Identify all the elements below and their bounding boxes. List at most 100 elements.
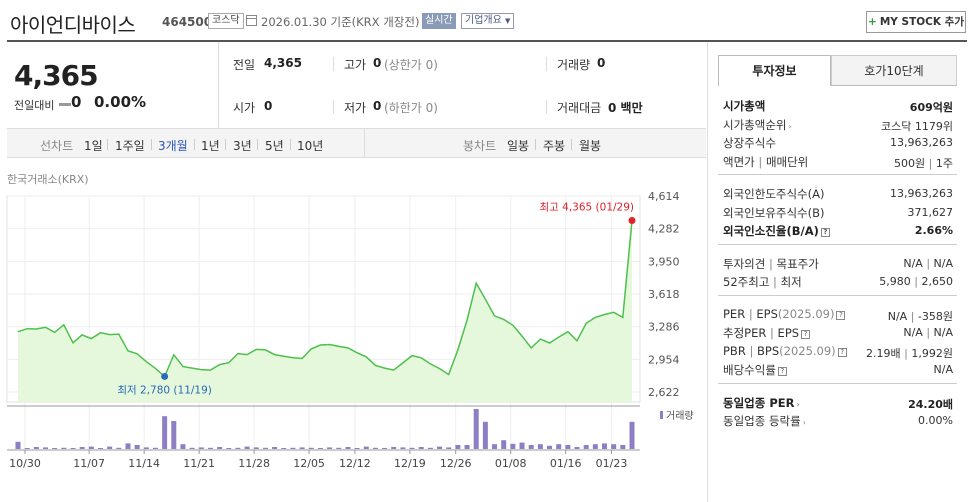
row-label: 투자의견 xyxy=(723,256,766,271)
period-1d[interactable]: 1일 xyxy=(84,139,103,153)
volume-bar xyxy=(88,446,94,449)
volume-bar xyxy=(427,447,433,449)
divider xyxy=(107,139,108,150)
volume-bar xyxy=(107,446,113,449)
row-period: (2025.09) xyxy=(777,306,835,321)
candle-monthly[interactable]: 월봉 xyxy=(579,139,602,153)
change-label: 전일대비 xyxy=(14,99,55,112)
volume-label: 거래량 xyxy=(557,58,591,72)
tab-order-book[interactable]: 호가10단계 xyxy=(831,55,957,86)
x-tick-label: 11/21 xyxy=(183,457,215,470)
row-label-group: 52주최고 | 최저 xyxy=(723,274,802,290)
low-label: 최저 2,780 (11/19) xyxy=(117,384,212,396)
row-label-group: 외국인소진율(B/A)? xyxy=(723,223,830,239)
investment-panel: 투자정보 호가10단계 시가총액 609억원 시가총액순위 › 코스닥 1179위 상장주… xyxy=(707,42,969,502)
volume-bar xyxy=(171,421,177,449)
row-label: 동일업종 PER xyxy=(723,395,795,410)
row-value-group: 609억원 xyxy=(910,99,953,115)
row-label-2: 목표주가 xyxy=(776,256,819,271)
header: 아이언디바이스 464500 코스닥 2026.01.30 기준(KRX 개장전… xyxy=(0,0,977,42)
row-label-group: PER | EPS(2025.09)? xyxy=(723,306,846,321)
row-value-group: 13,963,263 xyxy=(890,187,953,200)
volume-bar xyxy=(437,446,443,449)
period-5y[interactable]: 5년 xyxy=(265,139,284,153)
price-chart: 4,614 4,282 3,950 3,618 3,286 2,954 2,622 10/30… xyxy=(6,190,694,470)
candle-chart-label: 봉차트 xyxy=(463,139,497,153)
row-value: 13,963,263 xyxy=(890,187,953,200)
volume-bar xyxy=(574,447,580,449)
volume-bar xyxy=(611,444,617,449)
y-tick-label: 3,618 xyxy=(648,288,680,301)
volume-value: 0 xyxy=(597,56,606,70)
help-icon[interactable]: ? xyxy=(837,347,847,357)
add-my-stock-label: MY STOCK 추가 xyxy=(879,16,964,28)
candle-weekly[interactable]: 주봉 xyxy=(543,139,566,153)
company-info-button[interactable]: 기업개요 ▼ xyxy=(461,13,515,29)
volume-bar xyxy=(198,447,204,449)
divider xyxy=(257,139,258,150)
volume-bar xyxy=(391,447,397,449)
row-value-2: N/A xyxy=(933,256,953,270)
period-3m[interactable]: 3개월 xyxy=(158,139,188,153)
amount-value: 0 백만 xyxy=(608,101,643,115)
market-badge: 코스닥 xyxy=(208,13,244,29)
row-value-group: 0.00% xyxy=(918,414,953,427)
volume-bar xyxy=(455,445,461,449)
candle-daily[interactable]: 일봉 xyxy=(507,139,530,153)
row-label-group: 액면가 | 매매단위 xyxy=(723,154,808,170)
row-label: 액면가 xyxy=(723,154,755,169)
low-marker xyxy=(161,372,169,380)
row-value: 609억원 xyxy=(909,101,953,114)
x-tick-label: 12/19 xyxy=(394,457,426,470)
row-label-group: 배당수익률? xyxy=(723,362,787,378)
volume-bar xyxy=(180,444,186,449)
help-icon[interactable]: ? xyxy=(801,330,811,339)
volume-bar xyxy=(629,421,635,449)
row-value: 5,980 xyxy=(879,275,911,288)
divider xyxy=(546,57,547,71)
row-label: 시가총액 xyxy=(723,99,766,113)
volume-bar xyxy=(134,445,140,449)
calendar-icon xyxy=(246,15,257,26)
volume-bar xyxy=(418,447,424,449)
help-icon[interactable]: ? xyxy=(836,310,846,320)
volume-bar xyxy=(152,447,158,449)
price-area xyxy=(18,220,632,402)
volume-bar xyxy=(556,444,562,449)
period-1w[interactable]: 1주일 xyxy=(115,139,145,153)
row-value-2: N/A xyxy=(933,326,953,339)
separator: | xyxy=(922,256,934,270)
divider xyxy=(571,139,572,150)
row-value: N/A xyxy=(903,326,923,339)
row-value-group: 24.20배 xyxy=(908,396,953,412)
help-icon[interactable]: ? xyxy=(820,228,830,237)
volume-bar xyxy=(262,447,268,449)
period-10y[interactable]: 10년 xyxy=(297,139,324,153)
volume-bar xyxy=(189,447,195,449)
row-label-group: 추정PER | EPS? xyxy=(723,325,811,341)
chevron-right-icon[interactable]: › xyxy=(788,121,792,131)
divider xyxy=(546,100,547,114)
row-value: 코스닥 1179위 xyxy=(881,119,953,133)
separator: | xyxy=(745,306,757,321)
row-value-group: 2.19배 | 1,992원 xyxy=(866,345,953,361)
x-tick-label: 12/12 xyxy=(339,457,371,470)
row-value-group: 코스닥 1179위 xyxy=(881,118,953,134)
separator: | xyxy=(925,156,936,170)
help-icon[interactable]: ? xyxy=(777,367,787,376)
row-value-group: 5,980 | 2,650 xyxy=(879,275,953,288)
volume-bar xyxy=(363,446,369,449)
period-3y[interactable]: 3년 xyxy=(233,139,252,153)
period-1y[interactable]: 1년 xyxy=(201,139,220,153)
chevron-right-icon[interactable]: › xyxy=(796,399,800,409)
separator: | xyxy=(900,346,912,360)
y-tick-label: 2,622 xyxy=(648,386,680,399)
row-value: N/A xyxy=(903,256,923,270)
price-line xyxy=(17,220,633,378)
row-label-group: 동일업종 PER › xyxy=(723,395,800,411)
add-my-stock-button[interactable]: + MY STOCK 추가 xyxy=(866,11,966,33)
separator: | xyxy=(765,256,777,271)
realtime-button[interactable]: 실시간 xyxy=(422,13,456,29)
chevron-right-icon[interactable]: › xyxy=(802,418,806,427)
tab-investment-info[interactable]: 투자정보 xyxy=(718,55,831,86)
